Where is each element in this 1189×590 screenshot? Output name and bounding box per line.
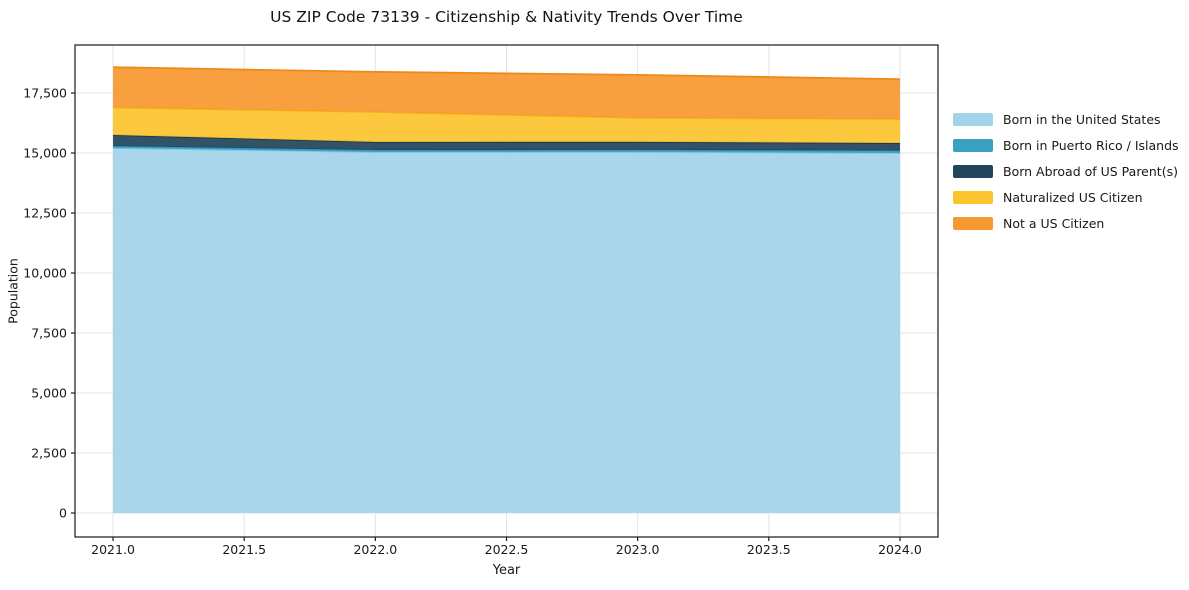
- legend-label: Naturalized US Citizen: [1003, 189, 1143, 205]
- legend-swatch: [953, 112, 993, 126]
- legend-item-1: Born in Puerto Rico / Islands: [953, 132, 1179, 158]
- y-tick-label: 12,500: [23, 206, 67, 221]
- legend-swatch: [953, 216, 993, 230]
- series-area-4: [113, 67, 900, 120]
- y-tick-label: 7,500: [31, 326, 67, 341]
- legend-label: Not a US Citizen: [1003, 215, 1105, 231]
- y-tick-label: 0: [59, 506, 67, 521]
- x-tick-label: 2022.5: [485, 542, 529, 557]
- legend-item-3: Naturalized US Citizen: [953, 184, 1179, 210]
- y-tick-label: 5,000: [31, 386, 67, 401]
- legend-item-2: Born Abroad of US Parent(s): [953, 158, 1179, 184]
- legend-label: Born in the United States: [1003, 111, 1161, 127]
- x-tick-label: 2024.0: [878, 542, 922, 557]
- y-axis-label: Population: [5, 258, 21, 324]
- chart-title: US ZIP Code 73139 - Citizenship & Nativi…: [270, 8, 743, 26]
- x-tick-label: 2023.5: [747, 542, 791, 557]
- legend-item-4: Not a US Citizen: [953, 210, 1179, 236]
- legend-swatch: [953, 190, 993, 204]
- y-tick-label: 10,000: [23, 266, 67, 281]
- legend-swatch: [953, 164, 993, 178]
- legend-label: Born in Puerto Rico / Islands: [1003, 137, 1179, 153]
- legend-item-0: Born in the United States: [953, 106, 1179, 132]
- legend: Born in the United States Born in Puerto …: [953, 106, 1179, 236]
- x-tick-label: 2022.0: [353, 542, 397, 557]
- series-area-0: [113, 147, 900, 513]
- y-tick-label: 2,500: [31, 446, 67, 461]
- legend-label: Born Abroad of US Parent(s): [1003, 163, 1178, 179]
- x-tick-label: 2021.5: [222, 542, 266, 557]
- series-area-1: [113, 146, 900, 153]
- series-edge-4: [113, 66, 900, 81]
- x-tick-label: 2021.0: [91, 542, 135, 557]
- axis-tick-labels: 2021.0 2021.5 2022.0 2022.5 2023.0 2023.5 2024…: [23, 86, 922, 558]
- stacked-areas: [113, 66, 900, 513]
- x-tick-label: 2023.0: [616, 542, 660, 557]
- series-area-3: [113, 107, 900, 144]
- legend-swatch: [953, 138, 993, 152]
- axis-ticks: [71, 92, 901, 541]
- x-axis-label: Year: [492, 563, 521, 578]
- y-tick-label: 15,000: [23, 146, 67, 161]
- y-tick-label: 17,500: [23, 86, 67, 101]
